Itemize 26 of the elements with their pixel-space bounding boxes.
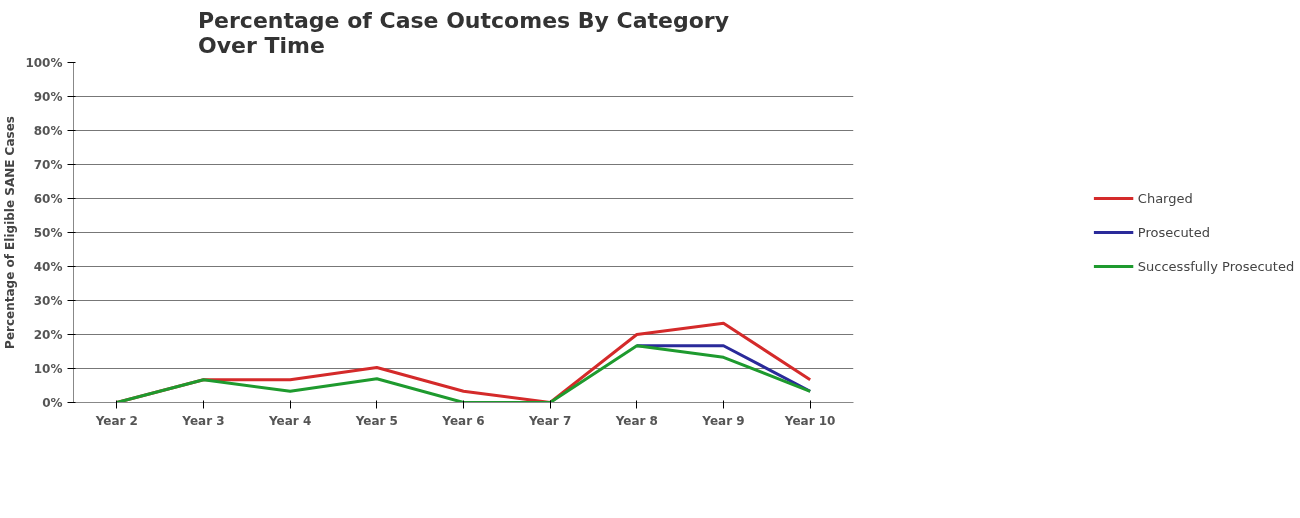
y-tick-label: 60% xyxy=(33,191,63,206)
line-series xyxy=(115,344,812,403)
x-tick-label: Year 2 xyxy=(94,413,138,428)
x-tick-label: Year 4 xyxy=(268,413,312,428)
x-tick-label: Year 8 xyxy=(614,413,658,428)
legend-label: Successfully Prosecuted xyxy=(1137,258,1295,274)
y-tick-label: 80% xyxy=(33,123,63,138)
legend-label: Charged xyxy=(1137,190,1193,206)
x-tick-label: Year 7 xyxy=(528,413,572,428)
x-tick-label: Year 5 xyxy=(354,413,398,428)
y-tick-label: 30% xyxy=(33,293,63,308)
y-tick-label: 40% xyxy=(33,259,63,274)
y-tick-label: 0% xyxy=(42,395,63,410)
chart-title: Percentage of Case Outcomes By Category Over Time xyxy=(197,7,730,58)
y-tick-label: 50% xyxy=(33,225,63,240)
x-tick-label: Year 9 xyxy=(701,413,745,428)
x-tick-label: Year 3 xyxy=(181,413,225,428)
y-axis-title: Percentage of Eligible SANE Cases xyxy=(3,116,18,349)
y-tick-label: 70% xyxy=(33,157,63,172)
legend-label: Prosecuted xyxy=(1137,224,1210,240)
y-tick-label: 100% xyxy=(25,55,63,70)
y-tick-label: 10% xyxy=(33,361,63,376)
x-tick-label: Year 10 xyxy=(783,413,836,428)
y-tick-label: 90% xyxy=(33,89,63,104)
y-tick-label: 20% xyxy=(33,327,63,342)
x-tick-label: Year 6 xyxy=(441,413,485,428)
